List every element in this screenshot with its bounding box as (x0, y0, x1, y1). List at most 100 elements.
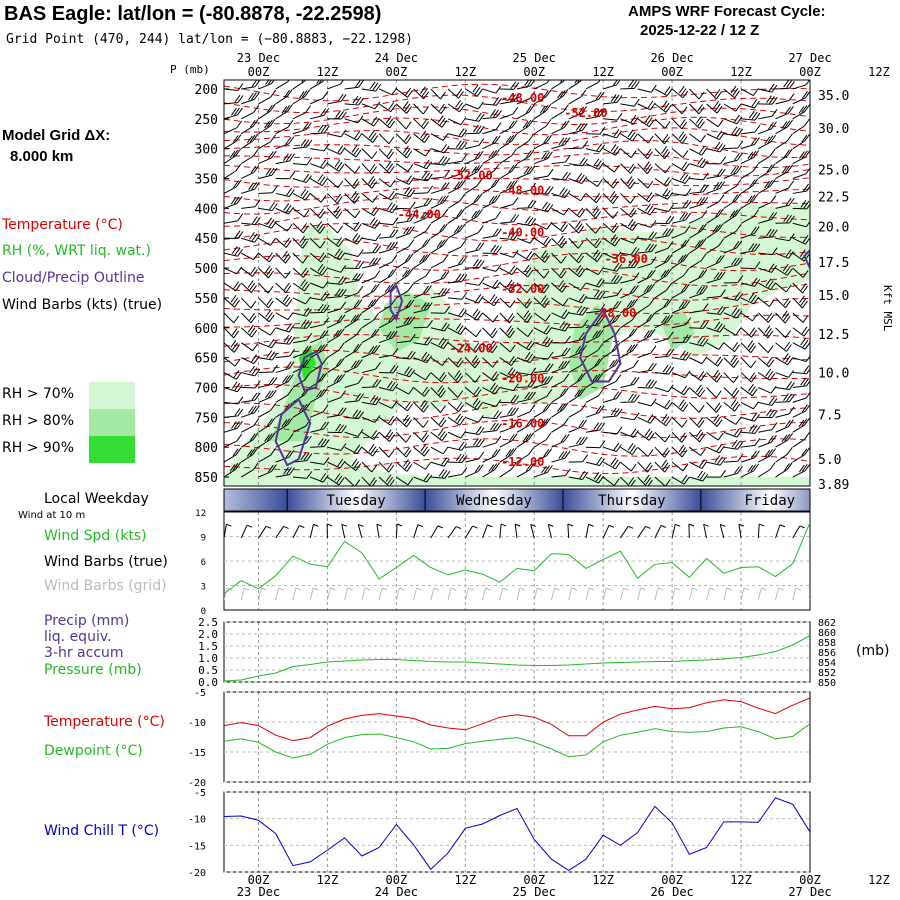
wind-barb (224, 266, 243, 275)
wind-barb (361, 101, 381, 110)
wind-barb (568, 293, 588, 304)
wind-barb (758, 163, 776, 179)
wind-barb (792, 377, 810, 388)
wind-barb (740, 99, 760, 109)
wind-barb-grid (723, 587, 733, 601)
wind-barb (723, 140, 744, 150)
wind-barb (637, 379, 658, 389)
wind-barb-grid (224, 587, 233, 601)
wind-barb (413, 171, 433, 182)
precip-label-2: liq. equiv. (44, 629, 112, 645)
wind-barb (585, 329, 604, 344)
wind-barb (654, 118, 671, 129)
wind-barb (396, 239, 415, 254)
wind-barb (551, 120, 570, 135)
legend-rh-70-label: RH > 70% (2, 386, 75, 402)
wind-barb (547, 523, 554, 539)
wind-barb (516, 327, 534, 338)
wind-barb (310, 421, 330, 433)
wind-barb (740, 209, 759, 224)
wind-barb (723, 453, 744, 463)
wind-barb (637, 525, 651, 539)
wind-barb (620, 298, 638, 314)
wind-barb (619, 525, 634, 539)
wind-barb (275, 250, 291, 264)
wind-barb (258, 150, 277, 165)
wind-barb-grid (257, 587, 267, 601)
isotherm-label: -48.00 (501, 183, 544, 197)
wind-barb (740, 163, 759, 179)
wind-barb (706, 455, 726, 466)
isotherm (224, 252, 810, 272)
weekday-segment (425, 489, 563, 511)
wind-barb (326, 523, 333, 539)
wind-barb (602, 163, 620, 173)
wind-barb (792, 149, 810, 165)
wind-barb (413, 319, 433, 329)
wind-barb-grid (585, 587, 595, 601)
wind-barb (757, 357, 775, 368)
bottom-date-label: 23 Dec (237, 885, 280, 899)
wind-barb (241, 354, 260, 365)
wind-barb (275, 267, 291, 279)
wind-barb (723, 193, 741, 209)
wind-barb (361, 328, 380, 344)
wind-barb (224, 246, 244, 257)
wind-barb (740, 327, 757, 338)
wind-barb (741, 124, 761, 135)
wind-barb (482, 122, 502, 135)
wind-barb (671, 283, 690, 299)
wind-barb (603, 274, 623, 284)
wind-barb (275, 203, 294, 215)
wind-barb (792, 312, 809, 323)
wind-barb (378, 313, 397, 329)
wind-barb (275, 466, 295, 478)
wind-barb (706, 100, 723, 114)
wind-barb (241, 80, 261, 90)
wind-barb (378, 178, 396, 188)
wind-barb (689, 238, 707, 254)
wind-barb (654, 228, 675, 239)
wind-barb (654, 100, 672, 113)
wind-barb (551, 402, 569, 418)
wind-barb (516, 310, 533, 324)
wind-barb (706, 289, 726, 299)
wind-speed-line (224, 522, 810, 595)
wind-barb (310, 438, 330, 448)
wind-barb (430, 385, 447, 398)
wind-barb-grid (361, 587, 371, 601)
wind-barb (413, 285, 432, 299)
bottom-hour-label: 00Z (386, 873, 408, 887)
wind-barb (534, 221, 553, 230)
wind-barb (224, 83, 244, 92)
wind-barb (706, 321, 726, 333)
wind-barb (224, 213, 244, 224)
wind-barb (671, 416, 688, 428)
wind-barb (275, 104, 293, 120)
pressure-tick-label: 200 (195, 83, 218, 98)
wind-barb (395, 446, 412, 458)
wind-barb (741, 110, 761, 121)
wind-barb (430, 337, 449, 350)
wind-barb (275, 187, 295, 198)
wind-barb (706, 469, 726, 478)
wind-barb-grid (309, 587, 319, 601)
wind-barb (516, 264, 534, 278)
wind-barb (327, 237, 344, 248)
wind-barb (413, 524, 424, 539)
wind-barb (568, 157, 588, 167)
wind-barb (275, 222, 293, 232)
isotherm-label: -20.00 (501, 372, 544, 386)
wind-barb (792, 282, 808, 294)
wind-barb (413, 461, 431, 470)
wind-barb (568, 264, 585, 278)
wind-barb (447, 193, 466, 209)
wind-barb (533, 282, 550, 294)
wind-barb (430, 208, 449, 224)
wind-barb-grid (533, 587, 543, 601)
wind-barb (344, 260, 365, 270)
wind-barb (258, 327, 276, 336)
wind-barb (241, 365, 261, 377)
wind-barb (292, 80, 307, 90)
wind-barb (637, 231, 657, 240)
